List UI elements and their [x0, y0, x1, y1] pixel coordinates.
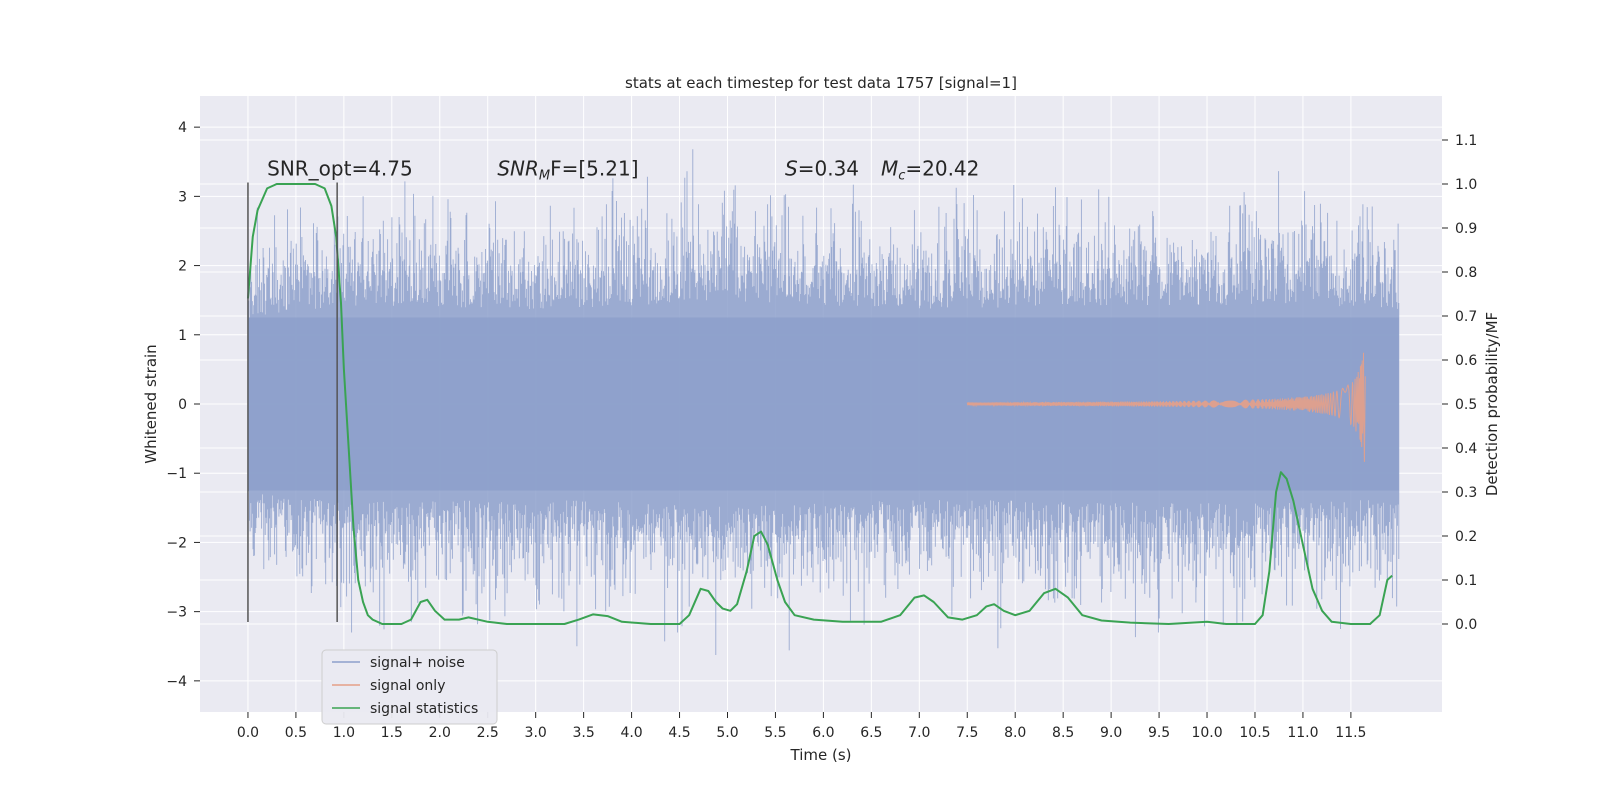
yl-tick-label-0: −4 — [166, 674, 187, 690]
x-tick-label-4: 2.0 — [429, 725, 451, 741]
x-axis-label: Time (s) — [790, 746, 852, 764]
annotation-0: SNR_opt=4.75 — [267, 157, 413, 181]
x-tick-label-22: 11.0 — [1287, 725, 1318, 741]
x-tick-label-17: 8.5 — [1052, 725, 1074, 741]
yl-tick-label-1: −3 — [166, 605, 187, 621]
yr-tick-label-4: 0.4 — [1455, 441, 1477, 457]
x-tick-label-20: 10.0 — [1191, 725, 1222, 741]
x-tick-label-6: 3.0 — [525, 725, 547, 741]
yr-tick-label-1: 0.1 — [1455, 573, 1477, 589]
yr-tick-label-3: 0.3 — [1455, 485, 1477, 501]
left-axis-label: Whitened strain — [142, 344, 160, 463]
x-tick-label-16: 8.0 — [1004, 725, 1026, 741]
signal-statistics-line — [246, 183, 1393, 625]
legend-label-signal-statistics: signal statistics — [370, 701, 478, 717]
yl-tick-label-8: 4 — [178, 120, 187, 136]
legend-label-signal-only: signal only — [370, 678, 445, 694]
yr-tick-label-7: 0.7 — [1455, 309, 1477, 325]
x-tick-label-14: 7.0 — [908, 725, 930, 741]
x-tick-label-10: 5.0 — [716, 725, 738, 741]
vertical-lines — [247, 182, 338, 623]
x-tick-label-5: 2.5 — [477, 725, 499, 741]
x-tick-label-23: 11.5 — [1335, 725, 1366, 741]
yr-tick-label-2: 0.2 — [1455, 529, 1477, 545]
series-signal-only — [966, 352, 1366, 462]
annotation-1: SNRMF=[5.21] — [497, 157, 638, 184]
yl-tick-label-6: 2 — [178, 259, 187, 275]
yr-tick-label-8: 0.8 — [1455, 265, 1477, 281]
yr-tick-label-9: 0.9 — [1455, 221, 1477, 237]
x-tick-label-2: 1.0 — [333, 725, 355, 741]
yr-tick-label-5: 0.5 — [1455, 397, 1477, 413]
x-tick-label-11: 5.5 — [764, 725, 786, 741]
x-tick-label-19: 9.5 — [1148, 725, 1170, 741]
x-tick-label-18: 9.0 — [1100, 725, 1122, 741]
x-tick-label-9: 4.5 — [668, 725, 690, 741]
annotation-2: S=0.34 — [785, 157, 859, 181]
yr-tick-label-11: 1.1 — [1455, 133, 1477, 149]
signal-only-trace — [966, 352, 1366, 462]
right-axis-label: Detection probability/MF — [1483, 312, 1501, 496]
x-tick-label-1: 0.5 — [285, 725, 307, 741]
x-tick-label-15: 7.5 — [956, 725, 978, 741]
yr-tick-label-0: 0.0 — [1455, 617, 1477, 633]
x-tick-label-8: 4.0 — [620, 725, 642, 741]
legend-box — [321, 649, 498, 725]
series-layer — [246, 149, 1400, 655]
yl-tick-label-2: −2 — [166, 535, 187, 551]
series-signal-statistics — [246, 183, 1393, 625]
chart-title: stats at each timestep for test data 175… — [625, 74, 1017, 92]
x-tick-label-3: 1.5 — [381, 725, 403, 741]
yl-tick-label-5: 1 — [178, 328, 187, 344]
x-tick-label-13: 6.5 — [860, 725, 882, 741]
x-axis-ticks: 0.0 0.5 1.0 1.5 2.0 2.5 3.0 3.5 4.0 4.5 5.0 5.5 6.0 6… — [237, 712, 1366, 741]
yl-tick-label-7: 3 — [178, 189, 187, 205]
yl-tick-label-4: 0 — [178, 397, 187, 413]
yl-tick-label-3: −1 — [166, 466, 187, 482]
right-axis-ticks: 0.0 0.1 0.2 0.3 0.4 0.5 0.6 0.7 0.8 0.9 1.0 1.1 — [1442, 133, 1477, 633]
legend-label-signal-noise: signal+ noise — [370, 655, 465, 671]
x-tick-label-21: 10.5 — [1239, 725, 1270, 741]
x-tick-label-0: 0.0 — [237, 725, 259, 741]
legend: signal+ noise signal only signal statist… — [321, 649, 498, 725]
yr-tick-label-6: 0.6 — [1455, 353, 1477, 369]
yr-tick-label-10: 1.0 — [1455, 177, 1477, 193]
x-tick-label-12: 6.0 — [812, 725, 834, 741]
annotations: SNR_opt=4.75 SNRMF=[5.21] S=0.34 Mc=20.42 — [267, 157, 979, 184]
left-axis-ticks: −4 −3 −2 −1 0 1 2 3 4 — [166, 120, 200, 690]
annotation-3: Mc=20.42 — [881, 157, 979, 184]
x-tick-label-7: 3.5 — [572, 725, 594, 741]
